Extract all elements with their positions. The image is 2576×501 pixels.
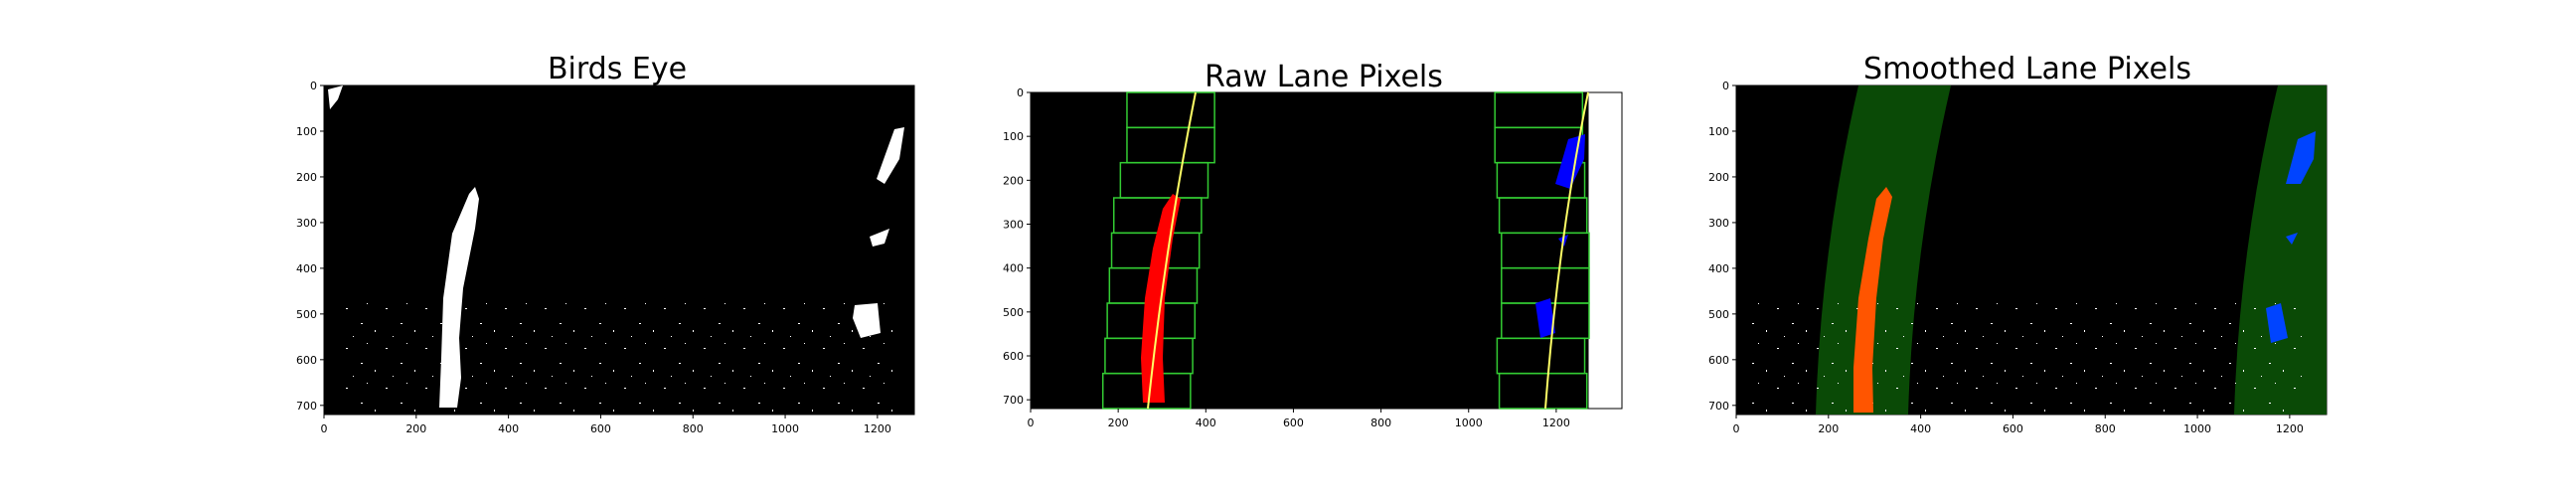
right-lane-pixels [2286,131,2316,184]
x-tick-label: 200 [1108,417,1129,429]
x-tick-label: 1200 [864,422,891,435]
right-lane-pixels [877,127,904,184]
y-tick-label: 200 [296,171,317,184]
y-tick-label: 400 [296,262,317,275]
left-fit-line [1147,91,1197,410]
x-tick-label: 0 [1028,417,1035,429]
x-axis: 0 200 400 600 800 1000 1200 [1733,415,2304,435]
chart-title: Raw Lane Pixels [1205,60,1443,94]
right-window [1498,372,1588,410]
noise-band [338,298,894,413]
panel-birds-eye: Birds Eye 0 200 400 600 800 1000 1200 0 100 200 3… [296,52,915,435]
x-tick-label: 800 [1370,417,1391,429]
y-axis: 0 100 200 300 400 500 600 700 [1708,80,1736,413]
y-tick-label: 300 [1708,217,1729,230]
y-tick-label: 300 [1003,219,1024,232]
chart-title: Birds Eye [548,52,687,86]
x-axis: 0 200 400 600 800 1000 1200 [321,415,891,435]
y-tick-label: 100 [296,125,317,138]
x-tick-label: 1200 [2276,422,2304,435]
y-tick-label: 500 [1003,306,1024,319]
y-tick-label: 700 [1708,400,1729,413]
right-lane-pixels [2286,233,2298,245]
y-tick-label: 100 [1708,125,1729,138]
x-tick-label: 400 [498,422,519,435]
y-tick-label: 0 [1722,80,1729,92]
y-tick-label: 0 [1017,86,1024,99]
x-tick-label: 800 [683,422,704,435]
x-tick-label: 600 [590,422,611,435]
y-tick-label: 600 [1708,354,1729,367]
x-tick-label: 400 [1910,422,1931,435]
y-tick-label: 200 [1003,174,1024,187]
x-tick-label: 800 [2095,422,2116,435]
panel-smoothed-lane-pixels: Smoothed Lane Pixels 0 200 400 600 800 1000 12… [1708,52,2328,435]
x-tick-label: 1000 [771,422,799,435]
right-lane-pixels [328,85,343,109]
y-tick-label: 600 [296,354,317,367]
y-tick-label: 200 [1708,171,1729,184]
y-tick-label: 100 [1003,130,1024,143]
x-tick-label: 400 [1196,417,1216,429]
y-tick-label: 400 [1708,262,1729,275]
x-axis: 0 200 400 600 800 1000 1200 [1028,409,1570,429]
right-fit-line [1544,91,1589,410]
right-lane-pixels [853,303,881,338]
y-axis: 0 100 200 300 400 500 600 700 [296,80,324,413]
y-tick-label: 500 [1708,308,1729,321]
right-lane-pixels [1535,298,1555,338]
y-tick-label: 0 [310,80,317,92]
y-tick-label: 400 [1003,262,1024,275]
left-lane-pixels [1853,187,1892,413]
x-tick-label: 200 [1818,422,1839,435]
y-tick-label: 500 [296,308,317,321]
white-margin [1587,91,1623,410]
x-tick-label: 0 [321,422,328,435]
x-tick-label: 0 [1733,422,1740,435]
x-tick-label: 1000 [2183,422,2211,435]
x-tick-label: 1000 [1455,417,1483,429]
y-tick-label: 700 [296,400,317,413]
plot-area [1030,91,1623,410]
x-tick-label: 600 [2003,422,2023,435]
y-tick-label: 600 [1003,350,1024,363]
x-tick-label: 200 [405,422,426,435]
y-axis: 0 100 200 300 400 500 600 700 [1003,86,1031,407]
lane-pixels [328,85,904,413]
panel-raw-lane-pixels: Raw Lane Pixels 0 200 400 600 800 1000 1200 0 1… [1003,60,1623,429]
right-lane-pixels [2266,303,2288,343]
x-tick-label: 1200 [1542,417,1570,429]
noise-band [1749,298,2306,413]
y-tick-label: 700 [1003,394,1024,407]
chart-title: Smoothed Lane Pixels [1863,52,2191,86]
right-lane-pixels [870,229,889,247]
x-tick-label: 600 [1283,417,1304,429]
y-tick-label: 300 [296,217,317,230]
